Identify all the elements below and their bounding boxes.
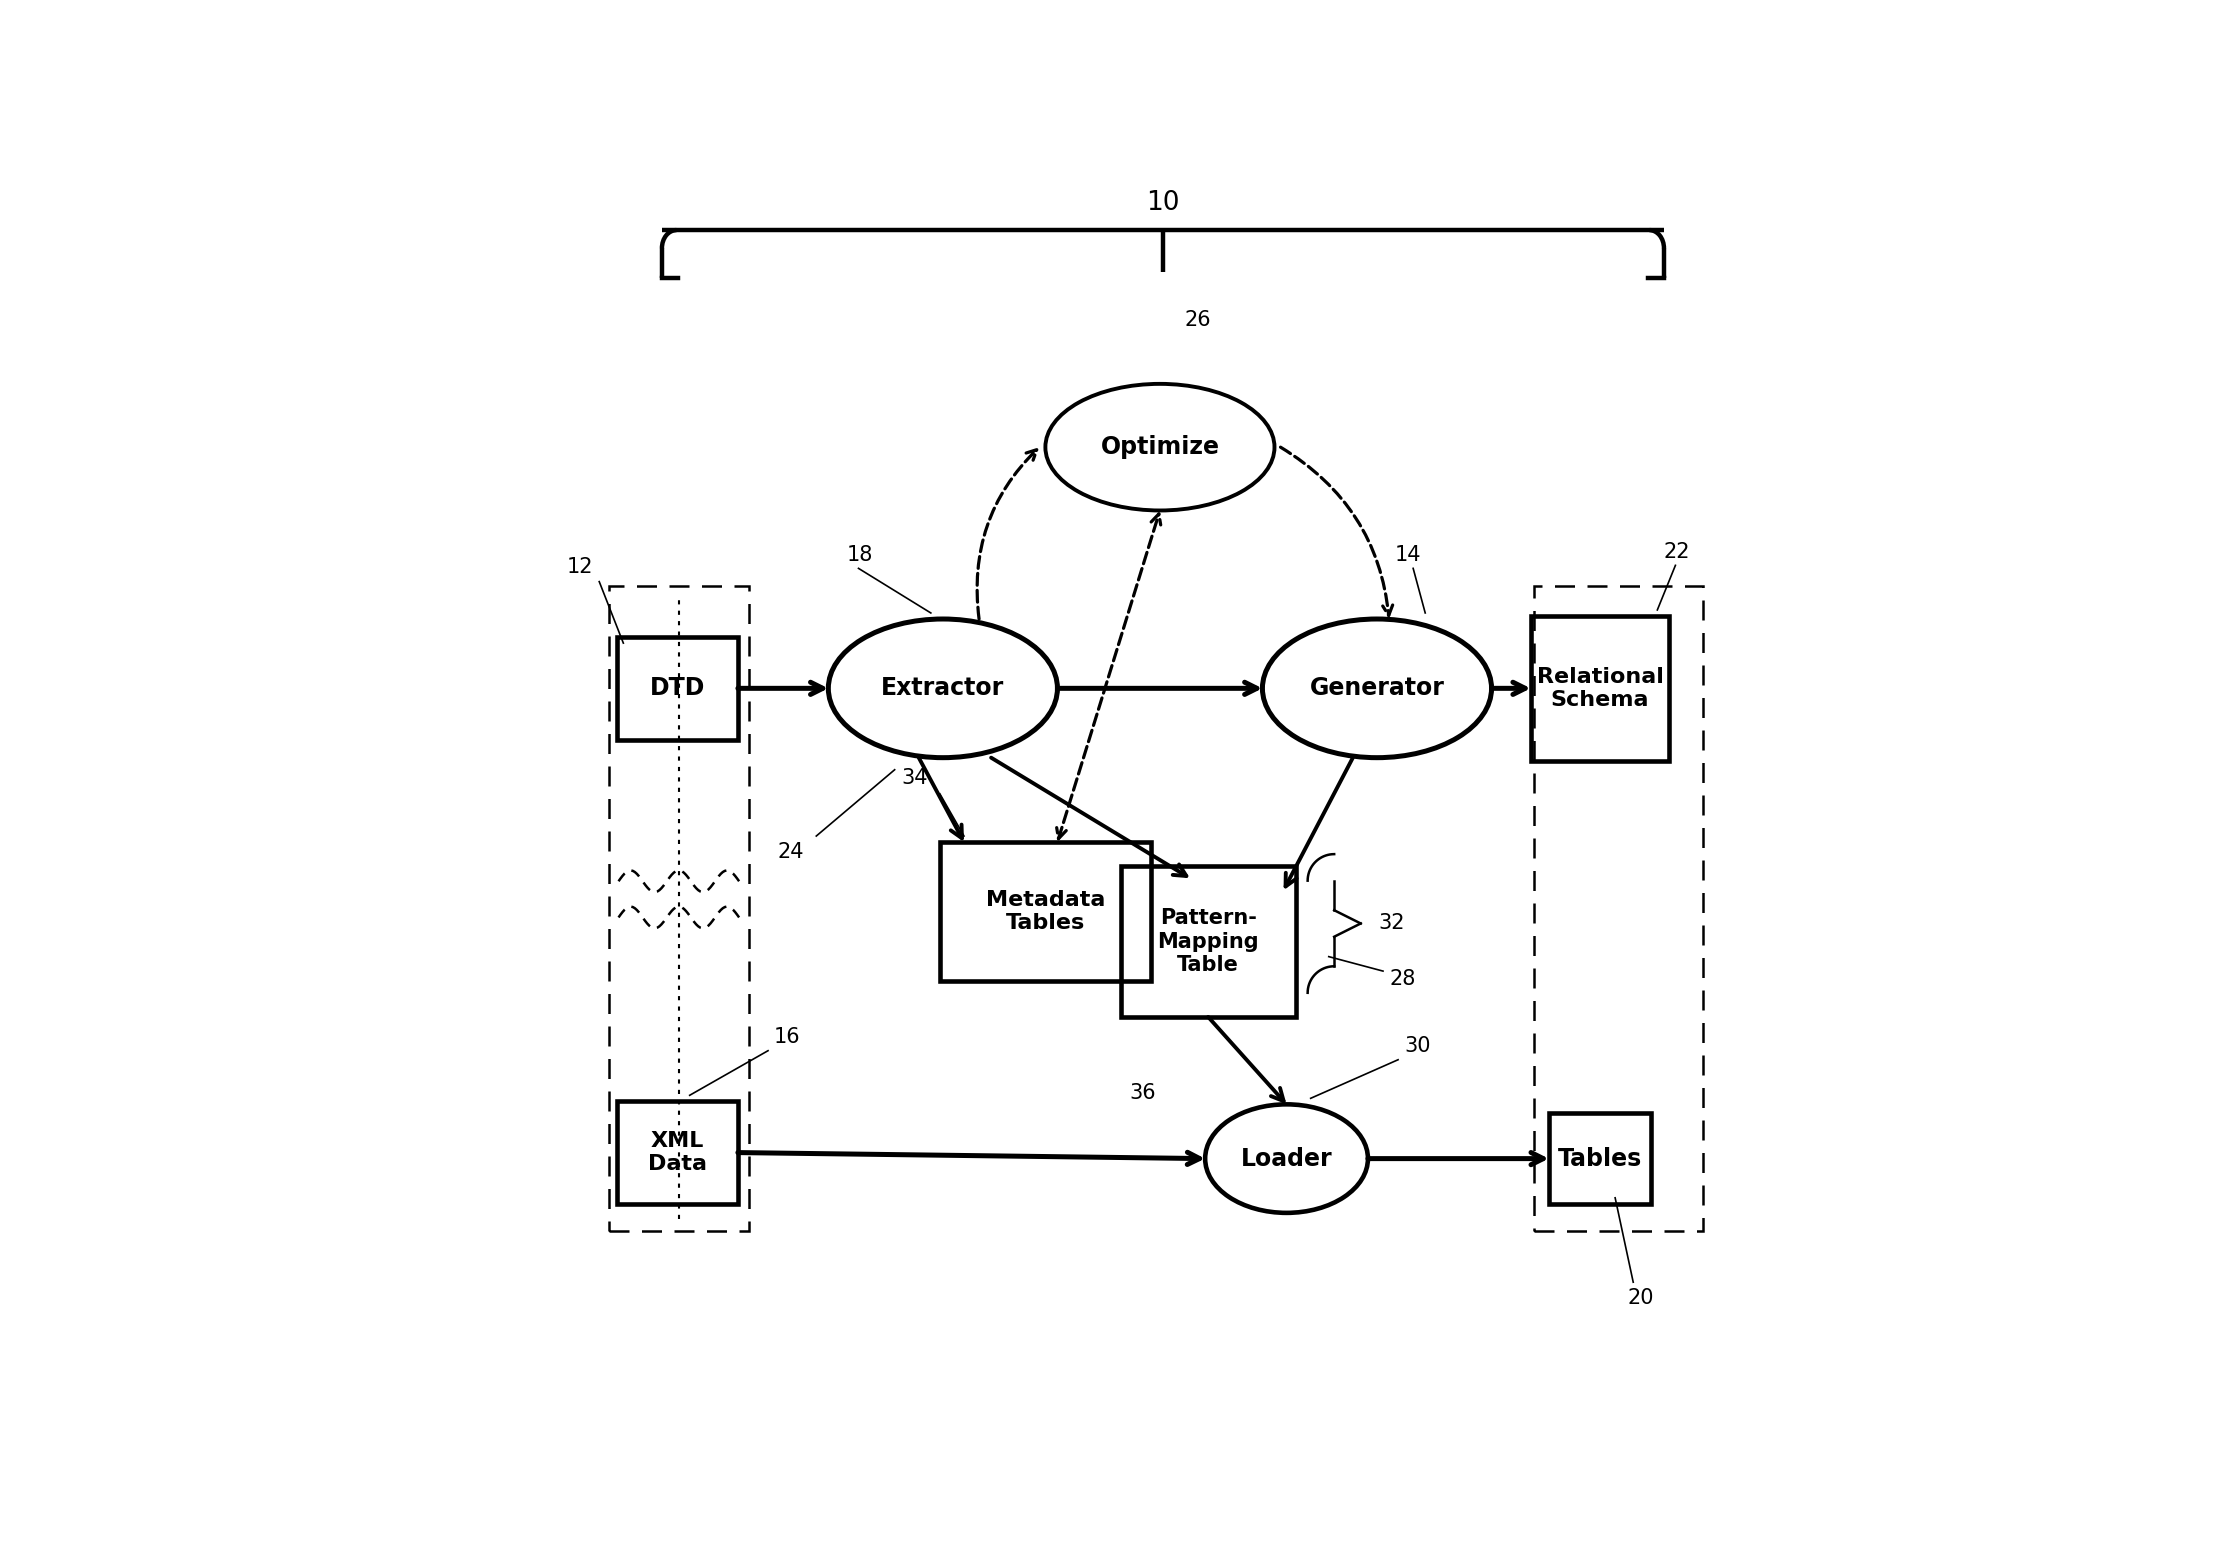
Text: Tables: Tables [1557,1146,1642,1171]
Text: Loader: Loader [1241,1146,1332,1171]
Text: Optimize: Optimize [1101,435,1219,459]
Text: 10: 10 [1145,189,1179,216]
Text: 30: 30 [1404,1037,1430,1055]
Text: 24: 24 [778,843,804,861]
Bar [940,843,1152,980]
Text: Metadata
Tables: Metadata Tables [985,889,1105,933]
Text: 16: 16 [773,1027,800,1048]
Text: 18: 18 [847,545,873,565]
Text: XML
Data: XML Data [648,1131,706,1174]
Text: 36: 36 [1130,1084,1156,1102]
Text: 28: 28 [1388,969,1415,988]
Text: 32: 32 [1379,913,1406,933]
Text: Generator: Generator [1310,677,1444,700]
Text: DTD: DTD [651,677,706,700]
Text: 34: 34 [902,767,927,788]
Bar [1531,615,1669,761]
Text: Pattern-
Mapping
Table: Pattern- Mapping Table [1156,908,1259,974]
Bar [1121,866,1297,1016]
Text: 14: 14 [1395,545,1421,565]
Text: 20: 20 [1626,1289,1653,1308]
Text: 22: 22 [1664,542,1689,562]
Text: Relational
Schema: Relational Schema [1537,667,1664,709]
Bar [1533,586,1702,1231]
Text: Extractor: Extractor [882,677,1005,700]
Text: 26: 26 [1183,310,1210,329]
Bar [608,586,749,1231]
Text: 12: 12 [566,557,593,576]
Bar [617,637,737,739]
Bar [1548,1113,1651,1204]
Bar [617,1101,737,1204]
